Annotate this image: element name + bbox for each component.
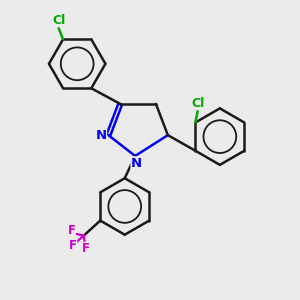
Text: F: F	[69, 239, 76, 252]
Text: Cl: Cl	[192, 97, 205, 110]
Text: N: N	[95, 129, 106, 142]
Text: F: F	[68, 224, 76, 237]
Text: N: N	[131, 157, 142, 170]
Text: F: F	[81, 242, 89, 255]
Text: Cl: Cl	[53, 14, 66, 26]
